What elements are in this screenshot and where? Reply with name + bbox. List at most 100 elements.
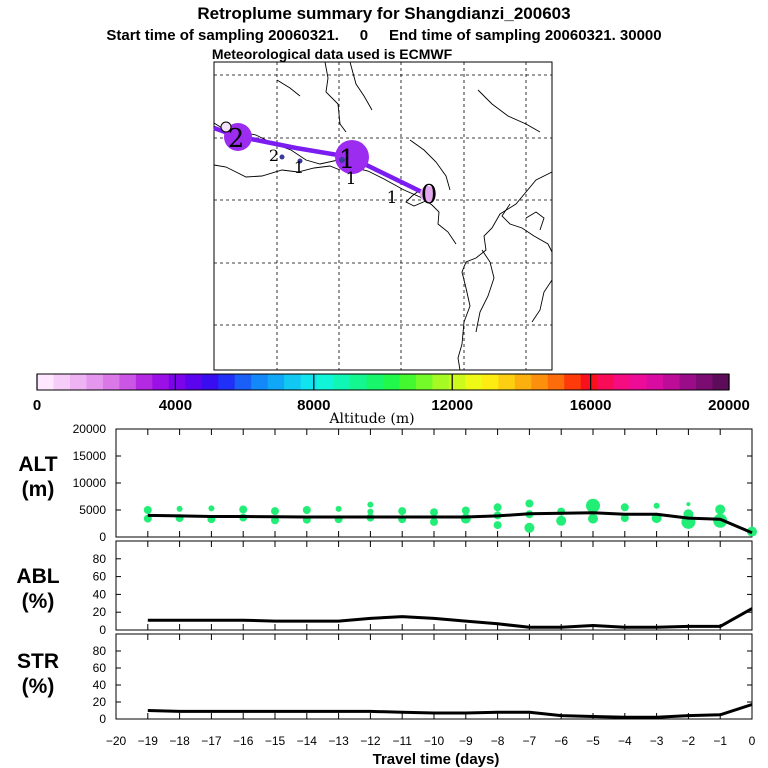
x-tick-label: −4 [618, 734, 632, 748]
colorbar-swatch [514, 374, 532, 390]
time-series-panels: ALT (m) 0 5000 10000 15000 20000 ABL (%) 0 20 40 60 8… [16, 422, 757, 748]
colorbar-tick-label: 8000 [297, 397, 330, 414]
x-tick-label: −14 [297, 734, 318, 748]
colorbar-swatch [383, 374, 401, 390]
y-tick-label: 20 [93, 605, 107, 619]
y-tick-label: 60 [93, 570, 107, 584]
colorbar-swatch [86, 374, 104, 390]
colorbar-tick-labels: 0 4000 8000 12000 16000 20000 [33, 397, 750, 414]
trajectory-marker-day2 [224, 123, 252, 151]
cluster-label: 1 [346, 169, 357, 189]
map-gridlines [214, 62, 552, 370]
cluster-point [493, 503, 502, 512]
cluster-dot [297, 158, 303, 164]
cluster-point [556, 515, 567, 526]
met-data-line: Meteorological data used is ECMWF [212, 46, 453, 62]
colorbar-swatch [630, 374, 648, 390]
day-label-1: 1 [339, 145, 356, 175]
colorbar-swatch [284, 374, 302, 390]
colorbar-swatch [234, 374, 252, 390]
cluster-dot [279, 154, 285, 160]
colorbar-swatch [135, 374, 153, 390]
cluster-point [524, 522, 535, 533]
y-tick-label: 80 [93, 644, 107, 658]
map-frame [213, 61, 553, 371]
colorbar-tick-label: 4000 [159, 397, 192, 414]
series-line-abl [147, 607, 753, 629]
colorbar-swatch [333, 374, 351, 390]
panel-label: ABL (%) [16, 565, 59, 613]
x-tick-label: −13 [328, 734, 349, 748]
x-tick-label: −18 [169, 734, 190, 748]
colorbar-swatch [613, 374, 631, 390]
colorbar-swatch [366, 374, 384, 390]
x-axis-label: Travel time (days) [373, 751, 500, 768]
cluster-point [239, 505, 248, 514]
colorbar-tick-label: 20000 [708, 397, 750, 414]
y-tick-label: 5000 [79, 503, 106, 517]
trajectory-marker-day0 [420, 186, 436, 202]
y-tick-label: 80 [93, 552, 107, 566]
colorbar-swatch [317, 374, 335, 390]
cluster-point [398, 507, 407, 516]
series-line-alt [147, 511, 753, 535]
cluster-point [588, 513, 598, 524]
y-tick-label: 20000 [73, 422, 107, 436]
trajectory-map: 0 1 2 1 1 2 1 [213, 61, 553, 371]
colorbar-swatch [69, 374, 88, 390]
colorbar-swatch [465, 374, 483, 390]
colorbar-swatch [267, 374, 285, 390]
colorbar-tick-label: 12000 [431, 397, 473, 414]
colorbar-swatch [119, 374, 137, 390]
cluster-point [460, 513, 471, 524]
panel-alt: ALT (m) 0 5000 10000 15000 20000 [18, 422, 757, 544]
x-tick-label: −16 [233, 734, 254, 748]
panel-frame [115, 540, 753, 631]
cluster-point [367, 508, 374, 515]
x-tick-label: −19 [138, 734, 159, 748]
colorbar-swatch [564, 374, 582, 390]
colorbar-swatch [432, 374, 450, 390]
colorbar-swatch [350, 374, 368, 390]
y-tick-label: 40 [93, 678, 107, 692]
colorbar-swatch [547, 374, 565, 390]
x-tick-label: −15 [265, 734, 286, 748]
cluster-dot [339, 157, 345, 163]
y-tick-label: 40 [93, 587, 107, 601]
x-tick-label: −20 [106, 734, 127, 748]
cluster-point [493, 521, 502, 530]
colorbar-swatch [37, 374, 55, 390]
x-tick-label: −5 [586, 734, 600, 748]
series-line-str [147, 703, 753, 719]
colorbar-swatch [399, 374, 417, 390]
cluster-point [208, 505, 215, 512]
colorbar-swatch [251, 374, 269, 390]
y-tick-label: 10000 [73, 476, 107, 490]
x-tick-label: −1 [713, 734, 727, 748]
x-tick-label: −6 [554, 734, 568, 748]
colorbar-swatch [201, 374, 219, 390]
colorbar-swatch [696, 374, 714, 390]
colorbar-swatch [663, 374, 681, 390]
colorbar-swatch [168, 374, 186, 390]
panel-frame [115, 633, 753, 720]
cluster-point [653, 502, 660, 509]
panel-str: STR (%) 0 20 40 60 80 [17, 633, 753, 726]
colorbar-swatch [679, 374, 697, 390]
panel-label: STR (%) [17, 650, 59, 698]
colorbar-swatch [415, 374, 434, 390]
y-tick-label: 0 [99, 623, 106, 637]
colorbar-swatch [580, 374, 598, 390]
colorbar-tick-label: 16000 [570, 397, 612, 414]
x-tick-label: −17 [201, 734, 222, 748]
colorbar-swatch [646, 374, 664, 390]
cluster-label: 2 [269, 146, 279, 165]
cluster-point [271, 507, 279, 516]
x-tick-label: −9 [459, 734, 473, 748]
y-tick-label: 20 [93, 695, 107, 709]
y-tick-label: 15000 [73, 449, 107, 463]
cluster-point [620, 503, 629, 512]
cluster-point [430, 517, 438, 526]
day-label-2: 2 [228, 124, 245, 154]
